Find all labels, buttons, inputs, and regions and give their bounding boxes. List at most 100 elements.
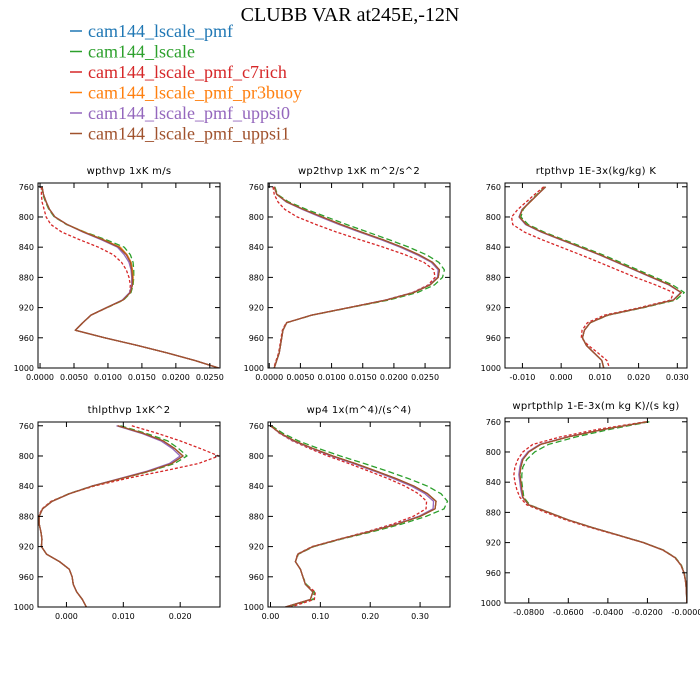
y-tick-label: 960 (249, 334, 264, 343)
y-tick-label: 960 (486, 569, 501, 578)
panel-3: rtpthvp 1E-3x(kg/kg) K 760 800 840 880 920 960… (481, 166, 689, 382)
y-tick-label: 960 (19, 334, 34, 343)
x-tick-label: 0.0100 (94, 373, 122, 382)
y-tick-label: 760 (249, 183, 264, 192)
y-tick-label: 920 (19, 543, 34, 552)
panel-1: wpthvp 1xK m/s76080084088092096010000.00… (14, 166, 224, 382)
x-tick-label: 0.0050 (286, 373, 314, 382)
plot-frame (267, 182, 451, 369)
y-tick-label: 920 (486, 304, 501, 313)
series-line (41, 186, 219, 368)
y-tick-label: 880 (19, 273, 34, 282)
y-tick-label: 840 (486, 243, 501, 252)
legend-label: cam144_lscale_pmf (88, 21, 233, 41)
y-tick-label: 800 (249, 213, 264, 222)
y-tick-label: 880 (486, 273, 501, 282)
x-tick-label: 0.0050 (60, 373, 88, 382)
figure-title: CLUBB VAR at245E,-12N (241, 4, 460, 26)
series-line (518, 186, 682, 368)
panel-title: thlpthvp 1xK^2 (88, 405, 171, 416)
series-group (40, 186, 219, 368)
y-tick-label: 760 (486, 418, 501, 427)
y-tick-label: 1000 (14, 364, 34, 373)
series-line (270, 425, 428, 607)
x-tick-label: 0.010 (588, 373, 611, 382)
y-tick-label: 800 (249, 452, 264, 461)
y-tick-label: 1000 (481, 599, 501, 608)
y-tick-label: 1000 (14, 603, 34, 612)
x-tick-label: 0.000 (55, 612, 78, 621)
series-line (38, 425, 184, 607)
series-group (510, 186, 685, 368)
y-tick-label: 960 (486, 334, 501, 343)
panel-title: wp4 1x(m^4)/(s^4) (307, 405, 412, 416)
series-line (272, 186, 436, 368)
legend-label: cam144_lscale_pmf_uppsi1 (88, 124, 290, 144)
series-line (518, 186, 682, 368)
x-tick-label: -0.0200 (632, 608, 663, 617)
y-tick-label: 880 (249, 273, 264, 282)
y-tick-label: 880 (486, 508, 501, 517)
y-tick-label: 760 (249, 422, 264, 431)
series-line (270, 425, 435, 607)
series-line (41, 186, 219, 368)
y-tick-label: 960 (19, 573, 34, 582)
y-tick-label: 960 (249, 573, 264, 582)
plot-frame (504, 417, 688, 604)
panel-title: wpthvp 1xK m/s (87, 166, 172, 177)
legend-label: cam144_lscale_pmf_c7rich (88, 62, 287, 82)
y-tick-label: 760 (19, 183, 34, 192)
series-line (518, 421, 687, 603)
plot-frame (37, 421, 221, 608)
x-tick-label: 0.0150 (128, 373, 156, 382)
panel-5: wp4 1x(m^4)/(s^4)76080084088092096010000… (244, 405, 451, 621)
y-tick-label: 920 (249, 304, 264, 313)
panels: wpthvp 1xK m/s76080084088092096010000.00… (14, 166, 700, 621)
y-tick-label: 1000 (244, 603, 264, 612)
x-tick-label: -0.0800 (513, 608, 544, 617)
x-tick-label: 0.0150 (349, 373, 377, 382)
y-tick-label: 840 (249, 482, 264, 491)
legend-label: cam144_lscale_pmf_pr3buoy (88, 83, 302, 103)
series-line (273, 186, 441, 368)
series-line (273, 186, 441, 368)
series-group (513, 421, 687, 603)
y-tick-label: 880 (19, 512, 34, 521)
x-tick-label: 0.20 (361, 612, 379, 621)
series-line (273, 186, 441, 368)
series-line (41, 186, 219, 368)
series-line (518, 186, 682, 368)
series-line (40, 186, 219, 368)
x-tick-label: 0.00 (262, 612, 280, 621)
panel-title: wprtpthlp 1-E-3x(m kg K)/(s kg) (512, 401, 679, 412)
series-line (38, 425, 220, 607)
y-tick-label: 840 (486, 478, 501, 487)
x-tick-label: 0.0200 (162, 373, 190, 382)
panel-title: rtpthvp 1E-3x(kg/kg) K (536, 166, 657, 177)
x-tick-label: -0.010 (510, 373, 536, 382)
x-tick-label: 0.0250 (196, 373, 224, 382)
x-tick-label: 0.0000 (255, 373, 283, 382)
x-tick-label: 0.000 (550, 373, 573, 382)
legend: cam144_lscale_pmfcam144_lscalecam144_lsc… (70, 21, 302, 144)
y-tick-label: 880 (249, 512, 264, 521)
y-tick-label: 920 (19, 304, 34, 313)
x-tick-label: 0.0250 (411, 373, 439, 382)
y-tick-label: 800 (19, 213, 34, 222)
legend-label: cam144_lscale (88, 42, 195, 62)
series-line (270, 425, 437, 607)
x-tick-label: 0.020 (169, 612, 192, 621)
y-tick-label: 920 (249, 543, 264, 552)
series-line (38, 425, 188, 607)
y-tick-label: 1000 (481, 364, 501, 373)
series-line (38, 425, 181, 607)
y-tick-label: 840 (19, 243, 34, 252)
panel-6: wprtpthlp 1-E-3x(m kg K)/(s kg) 760 800 840… (481, 401, 700, 617)
panel-4: thlpthvp 1xK^2 760 800 840 880 920 960 1000 0.00… (14, 405, 221, 621)
y-tick-label: 1000 (244, 364, 264, 373)
series-line (270, 425, 437, 607)
series-line (41, 186, 219, 368)
x-tick-label: 0.30 (411, 612, 429, 621)
x-tick-label: 0.0000 (26, 373, 54, 382)
